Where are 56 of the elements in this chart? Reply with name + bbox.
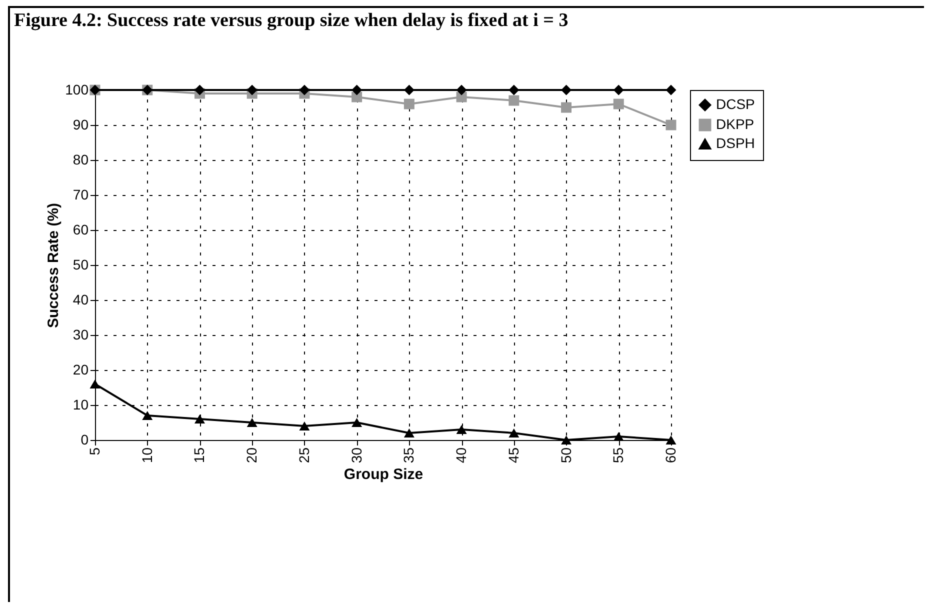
point <box>561 102 572 113</box>
x-tick-label: 5 <box>86 447 102 456</box>
x-tick-label: 25 <box>296 447 312 464</box>
x-tick-label: 10 <box>138 447 155 464</box>
legend-label: DSPH <box>716 135 755 151</box>
point <box>404 428 414 438</box>
point <box>299 84 310 96</box>
x-tick-label: 15 <box>191 447 208 464</box>
point <box>613 98 624 110</box>
y-tick-label: 90 <box>72 116 89 132</box>
point <box>194 84 205 96</box>
point <box>352 84 362 96</box>
y-tick-label: 40 <box>72 292 89 308</box>
y-tick-label: 80 <box>72 152 89 168</box>
x-tick-label: 50 <box>558 447 574 464</box>
point <box>561 435 572 445</box>
point <box>352 418 362 428</box>
y-tick-label: 60 <box>72 222 89 238</box>
x-tick-label: 30 <box>348 447 364 464</box>
point <box>666 84 676 96</box>
y-tick-label: 20 <box>72 362 89 378</box>
x-tick-label: 55 <box>610 447 626 464</box>
point <box>613 84 624 96</box>
x-tick-label: 60 <box>662 447 678 464</box>
point <box>508 428 520 438</box>
point <box>142 410 153 420</box>
point <box>508 84 520 96</box>
point <box>404 84 414 96</box>
x-axis-title: Group Size <box>344 466 424 484</box>
point <box>613 432 624 442</box>
y-tick-label: 10 <box>72 396 89 412</box>
point <box>299 421 310 431</box>
y-tick-label: 0 <box>80 432 89 448</box>
point <box>194 414 205 424</box>
point <box>404 98 414 110</box>
point <box>508 95 520 106</box>
y-axis-title: Success Rate (%) <box>45 202 62 328</box>
x-tick-label: 40 <box>453 447 470 464</box>
y-tick-label: 100 <box>65 82 89 98</box>
x-tick-label: 20 <box>244 447 260 464</box>
point <box>246 418 258 428</box>
point <box>456 424 467 434</box>
point <box>456 84 467 96</box>
x-tick-label: 45 <box>505 447 522 464</box>
point <box>666 435 676 445</box>
point <box>90 379 100 389</box>
y-tick-label: 30 <box>72 326 89 342</box>
point <box>561 84 572 96</box>
y-tick-label: 50 <box>72 256 89 272</box>
legend-label: DCSP <box>716 96 755 112</box>
chart-title: Figure 4.2: Success rate versus group size when delay is fixed at i = 3 <box>14 10 568 32</box>
point <box>246 84 258 96</box>
legend-label: DKPP <box>716 116 754 132</box>
y-tick-label: 70 <box>72 186 89 202</box>
point <box>666 120 676 130</box>
x-tick-label: 35 <box>400 447 417 464</box>
